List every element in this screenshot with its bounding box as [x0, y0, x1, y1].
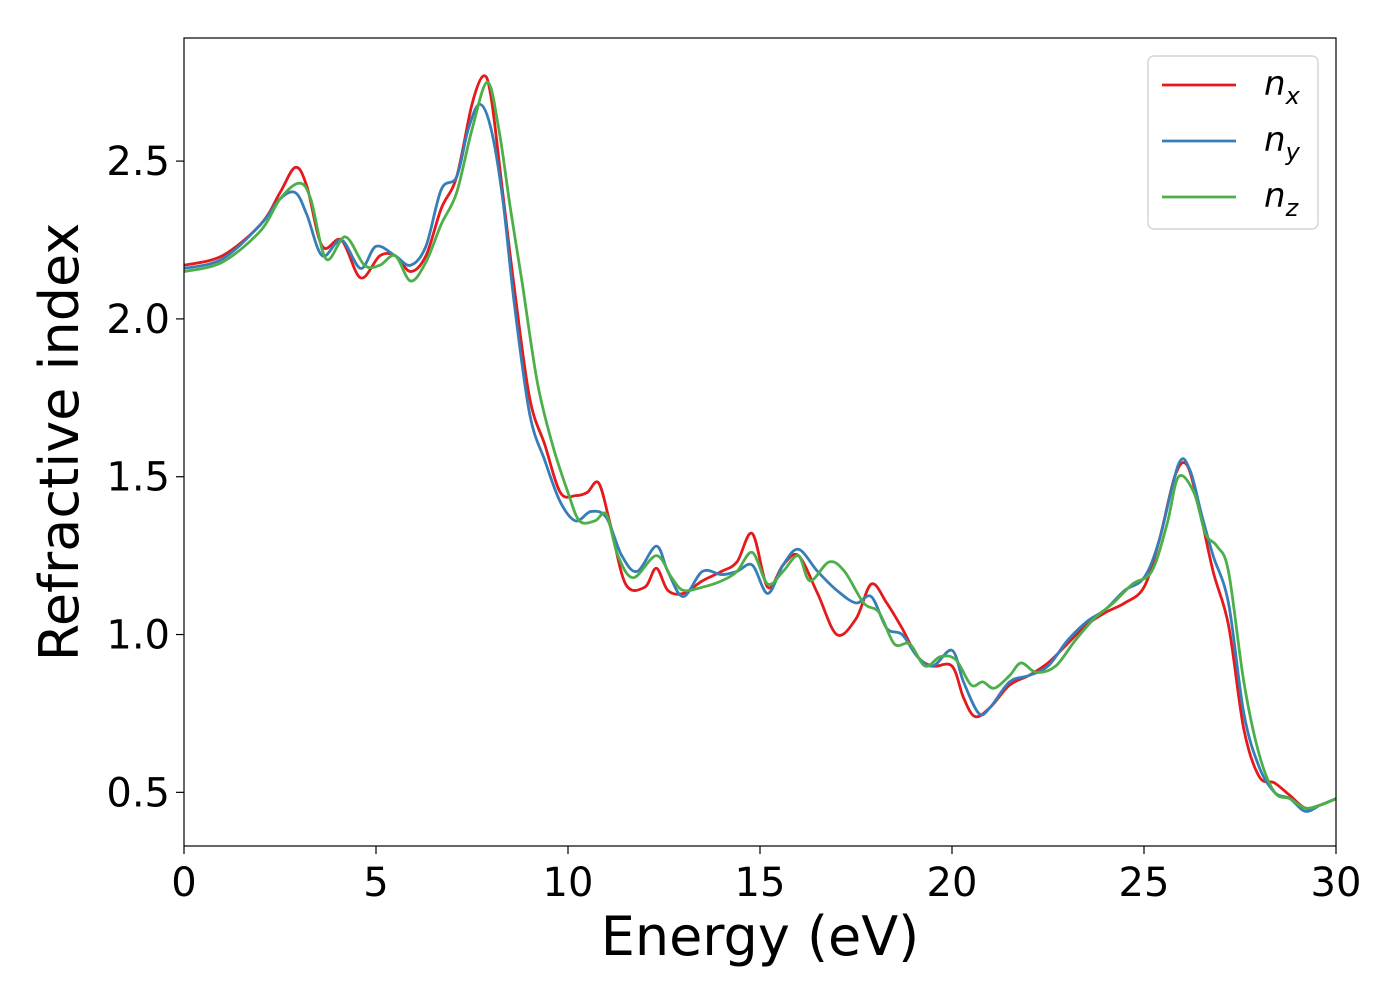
series-line-nz: [184, 80, 1336, 810]
legend-label-nx: nx: [1264, 64, 1301, 110]
legend-box: [1147, 55, 1319, 230]
y-tick-label: 1.5: [106, 455, 170, 501]
y-tick-label: 0.5: [106, 770, 170, 816]
x-axis: 0 5 10 15 20 25 30: [171, 846, 1361, 906]
x-tick-label: 25: [1119, 860, 1170, 906]
x-tick-label: 10: [543, 860, 594, 906]
legend-label-ny: ny: [1264, 120, 1301, 166]
y-tick-label: 1.0: [106, 613, 170, 659]
x-tick-label: 30: [1311, 860, 1362, 906]
x-tick-label: 15: [735, 860, 786, 906]
x-tick-label: 5: [363, 860, 388, 906]
y-axis-label: Refractive index: [28, 223, 91, 662]
x-axis-label: Energy (eV): [601, 905, 920, 968]
y-axis: 0.5 1.0 1.5 2.0 2.5: [106, 139, 184, 816]
x-tick-label: 0: [171, 860, 196, 906]
series-layer: [184, 74, 1336, 813]
y-tick-label: 2.5: [106, 139, 170, 185]
x-tick-label: 20: [927, 860, 978, 906]
series-line-ny: [184, 102, 1336, 813]
y-tick-label: 2.0: [106, 297, 170, 343]
